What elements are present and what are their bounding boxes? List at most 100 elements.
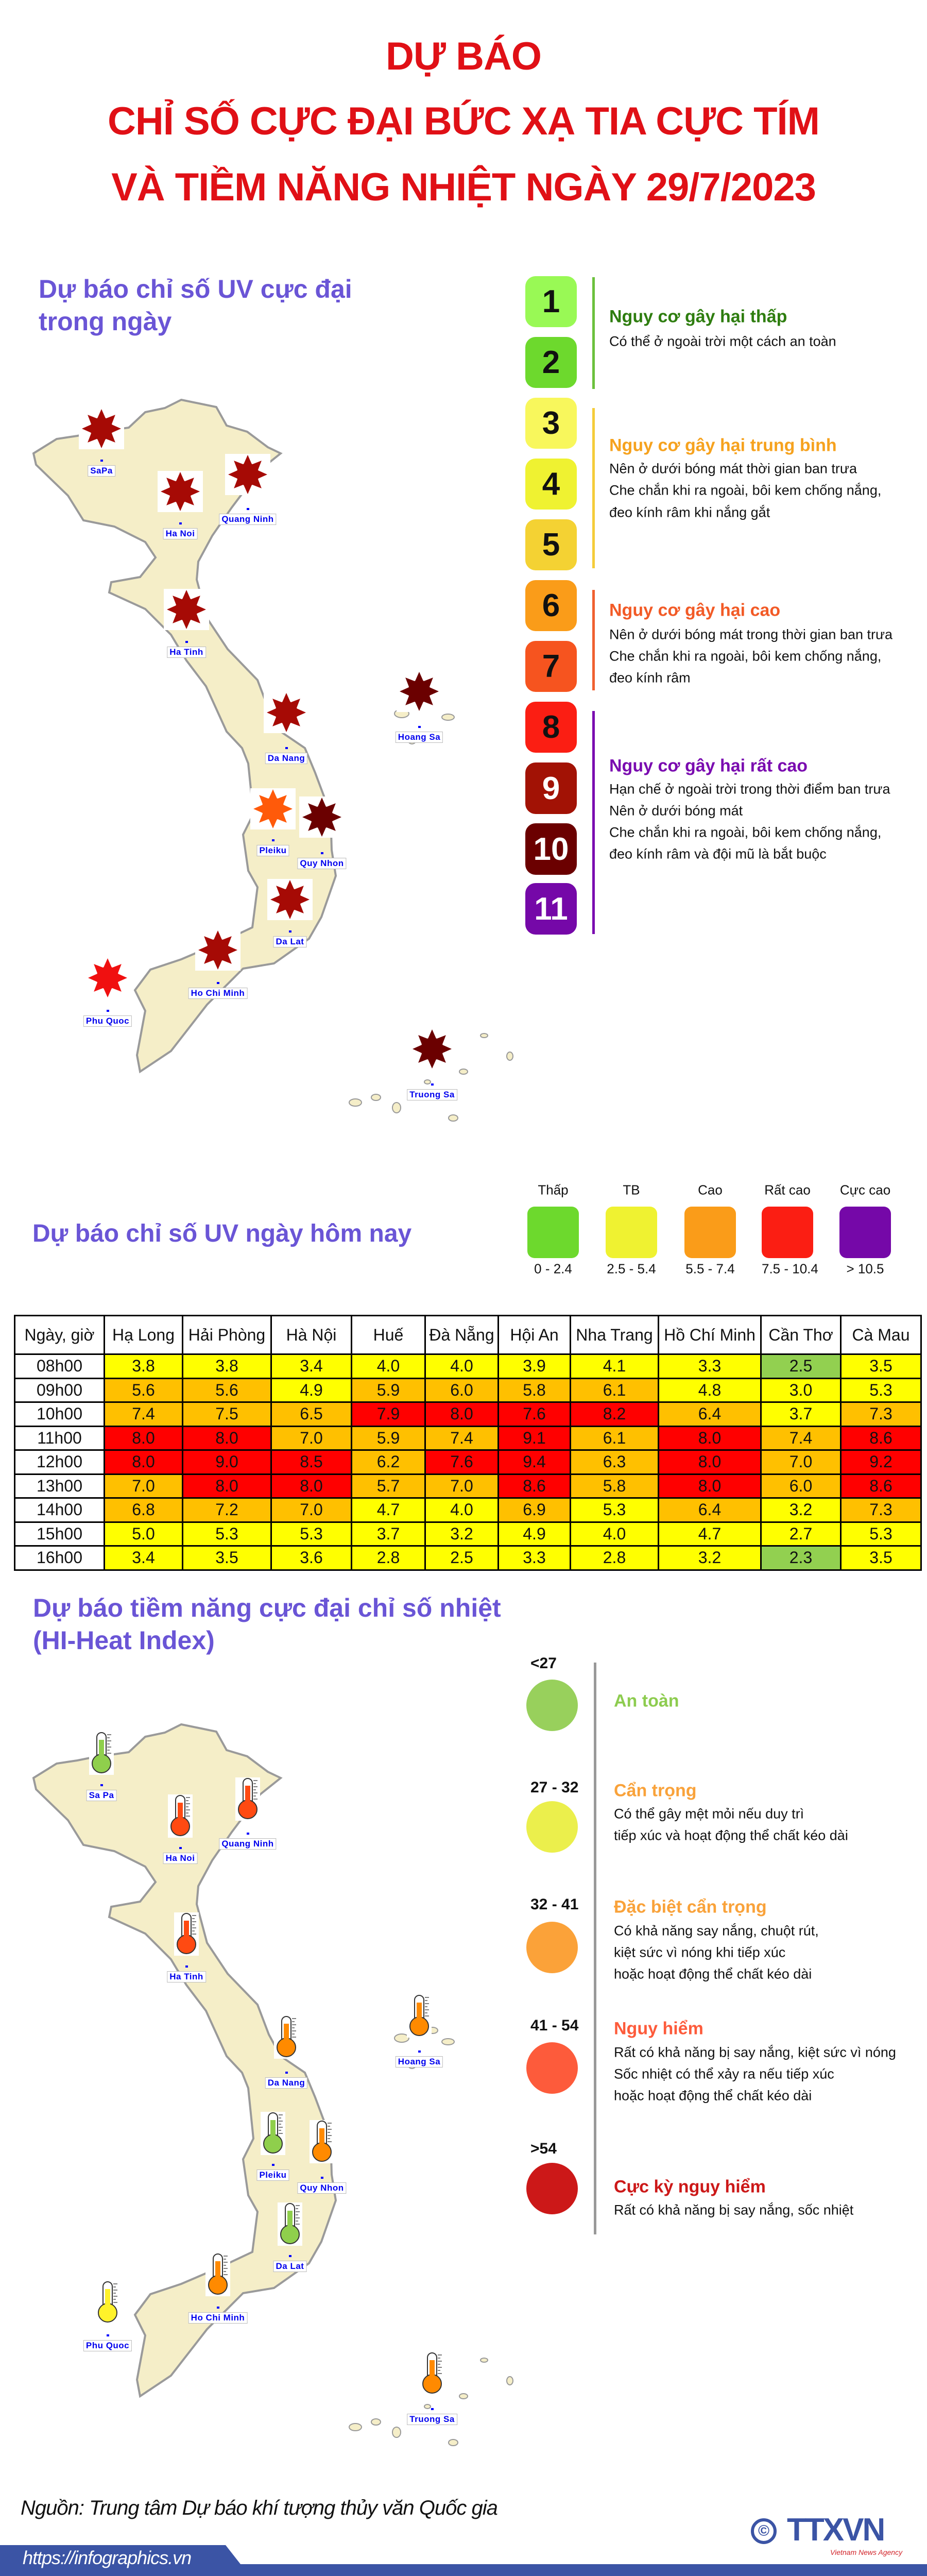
- sun-ray: [405, 696, 415, 705]
- sun-ray: [88, 415, 97, 425]
- sun-ray: [272, 699, 282, 708]
- sun-ray: [415, 702, 423, 711]
- uv-value-cell: 7.6: [424, 1449, 499, 1475]
- heat-level-advice: Rất có khả năng bị say nắng, sốc nhiệt: [614, 2202, 854, 2218]
- uv-value-cell: 9.2: [840, 1449, 922, 1475]
- sun-ray: [166, 496, 176, 505]
- risk-group-advice: Hạn chế ở ngoài trời trong thời điểm ban…: [609, 781, 890, 797]
- city-label: Ha Tinh: [167, 1971, 206, 1982]
- sun-ray: [277, 795, 287, 805]
- sun-ray: [258, 470, 267, 479]
- sun-ray: [204, 954, 214, 964]
- sun-ray: [269, 819, 277, 828]
- city-label: Pleiku: [256, 845, 289, 856]
- heat-range-label: <27: [530, 1655, 557, 1672]
- city-label: Ho Chi Minh: [188, 988, 248, 999]
- city-marker: [107, 1010, 109, 1012]
- uv-value-cell: 6.3: [570, 1449, 659, 1475]
- uv-level-box: 11: [525, 883, 577, 935]
- table-row: 11h00 8.0 8.0 7.0 5.9 7.4 9.1 6.1 8.0 7.4 8.6: [14, 1425, 922, 1451]
- uv-value-cell: 7.0: [760, 1449, 842, 1475]
- sun-ray: [166, 478, 176, 487]
- island: [349, 1098, 362, 1107]
- uv-level-box: 4: [525, 459, 577, 510]
- risk-group-heading: Nguy cơ gây hại trung bình: [609, 435, 837, 455]
- island: [441, 714, 455, 721]
- row-time: 09h00: [14, 1377, 105, 1403]
- city-marker: [321, 2177, 323, 2179]
- sun-ray: [290, 717, 300, 726]
- island: [441, 2038, 455, 2045]
- city-label: Quy Nhon: [297, 2182, 347, 2194]
- uv-value-cell: 6.5: [270, 1401, 352, 1427]
- sun-ray: [253, 805, 263, 813]
- column-header: Hạ Long: [104, 1315, 183, 1355]
- sun-icon: [299, 796, 345, 838]
- uv-value-cell: 4.0: [424, 1353, 499, 1379]
- sun-ray: [191, 487, 200, 496]
- sun-ray: [326, 803, 336, 813]
- island: [371, 1094, 381, 1101]
- risk-group-heading: Nguy cơ gây hại rất cao: [609, 756, 808, 776]
- uv-category-swatch: [839, 1207, 891, 1258]
- sun-ray: [244, 485, 252, 494]
- sun-ray: [418, 1053, 428, 1063]
- sun-ray: [197, 605, 206, 614]
- uv-max-title-line-2: trong ngày: [39, 307, 172, 336]
- sun-ray: [252, 461, 262, 470]
- uv-value-cell: 4.9: [497, 1521, 571, 1547]
- uv-value-cell: 4.0: [570, 1521, 659, 1547]
- sun-ray: [282, 693, 290, 702]
- uv-value-cell: 3.9: [497, 1353, 571, 1379]
- thermometer-fill: [417, 2003, 422, 2024]
- uv-value-cell: 6.1: [570, 1425, 659, 1451]
- website-link[interactable]: https://infographics.vn: [23, 2547, 192, 2568]
- heat-index-title-line-1: Dự báo tiềm năng cực đại chỉ số nhiệt: [33, 1594, 501, 1622]
- column-header: Đà Nẵng: [424, 1315, 499, 1355]
- row-time: 10h00: [14, 1401, 105, 1427]
- sun-ray: [308, 821, 318, 831]
- sun-disc: [262, 798, 284, 820]
- sun-icon: [79, 408, 124, 449]
- sun-disc: [408, 680, 431, 703]
- page-title-line-1: DỰ BÁO: [386, 35, 542, 78]
- uv-value-cell: 6.0: [760, 1473, 842, 1499]
- sun-ray: [318, 798, 326, 807]
- sun-icon: [264, 692, 309, 733]
- city-label: Pleiku: [256, 2170, 289, 2181]
- thermometer-icon: [420, 2352, 444, 2395]
- uv-value-cell: 8.0: [424, 1401, 499, 1427]
- sun-ray: [270, 895, 280, 904]
- sun-ray: [112, 425, 121, 433]
- city-marker: [179, 1847, 182, 1849]
- sun-ray: [94, 964, 104, 974]
- city-marker: [107, 2334, 109, 2336]
- uv-category-range: > 10.5: [846, 1261, 884, 1277]
- heat-level-advice: Có thể gây mệt mỏi nếu duy trì: [614, 1806, 804, 1822]
- sun-ray: [214, 960, 222, 970]
- thermometer-icon: [235, 1777, 260, 1821]
- uv-value-cell: 3.2: [424, 1521, 499, 1547]
- sun-ray: [415, 672, 423, 681]
- heat-level-swatch: [526, 2163, 578, 2214]
- uv-value-cell: 6.2: [351, 1449, 426, 1475]
- heat-level-swatch: [526, 1680, 578, 1731]
- heat-level-heading: Cẩn trọng: [614, 1781, 697, 1801]
- island: [448, 1114, 458, 1122]
- uv-value-cell: 3.5: [182, 1545, 272, 1571]
- sun-ray: [234, 479, 244, 488]
- uv-value-cell: 3.6: [270, 1545, 352, 1571]
- thermometer-icon: [310, 2120, 334, 2163]
- sun-ray: [294, 904, 304, 913]
- heat-level-advice: hoặc hoạt động thể chất kéo dài: [614, 2088, 812, 2104]
- heat-index-title-line-2: (HI-Heat Index): [33, 1625, 215, 1655]
- island: [506, 1052, 513, 1061]
- thermometer-fill: [430, 2360, 435, 2382]
- uv-value-cell: 3.4: [270, 1353, 352, 1379]
- uv-value-cell: 8.2: [570, 1401, 659, 1427]
- sun-ray: [88, 433, 97, 443]
- uv-category-range: 7.5 - 10.4: [762, 1261, 818, 1277]
- uv-value-cell: 6.8: [104, 1497, 183, 1523]
- uv-value-cell: 8.0: [182, 1425, 272, 1451]
- uv-value-cell: 5.9: [351, 1425, 426, 1451]
